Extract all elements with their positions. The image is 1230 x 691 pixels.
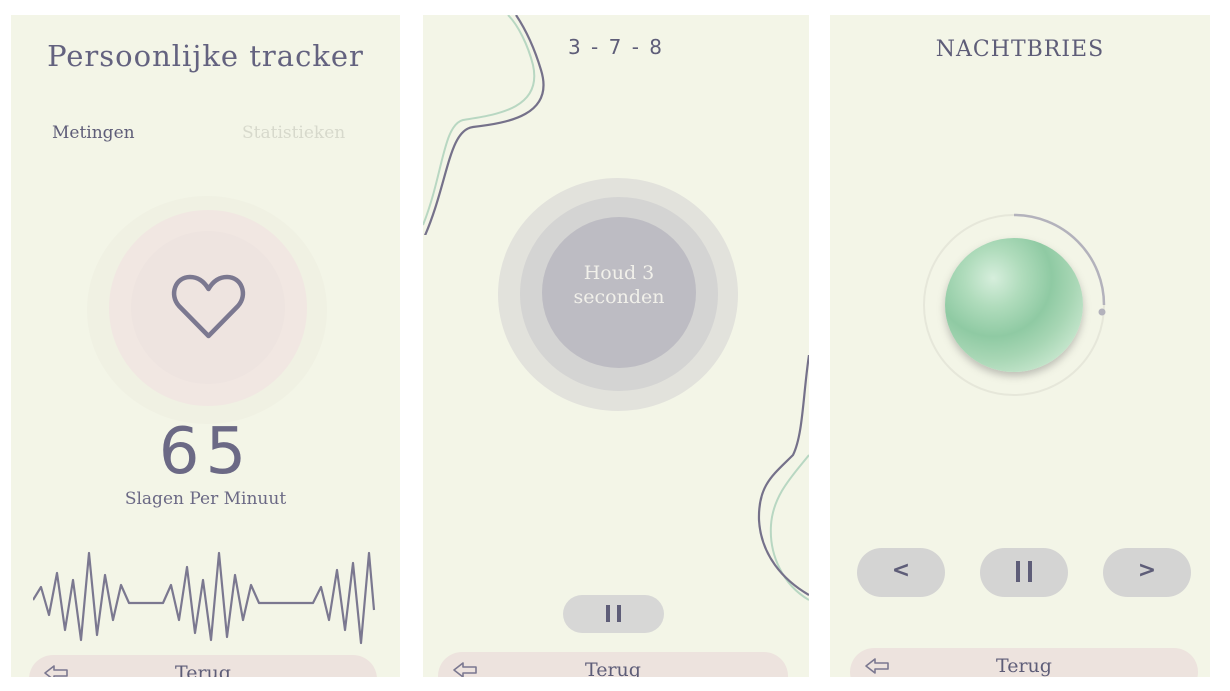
page-title: Persoonlijke tracker [47,39,364,73]
decorative-wave-bottom [757,355,809,601]
progress-ring[interactable] [919,210,1109,400]
pulse-waveform [33,551,376,645]
tab-metingen[interactable]: Metingen [52,123,135,143]
pause-button[interactable] [563,595,664,633]
breathing-pattern: 3 - 7 - 8 [567,35,665,59]
bpm-label: Slagen Per Minuut [124,489,287,509]
back-label: Terug [175,662,231,677]
pause-icon [606,605,621,622]
back-arrow-icon [453,662,477,677]
breath-instruction: Houd 3 seconden [573,262,665,308]
decorative-wave-top [423,15,545,235]
back-label: Terug [996,655,1052,677]
bpm-value: 65 [158,415,253,489]
back-arrow-icon [865,658,889,674]
back-label: Terug [585,659,641,677]
back-arrow-icon [44,665,68,677]
next-button[interactable]: > [1103,548,1191,597]
breath-circle-inner [542,217,696,368]
tab-statistieken[interactable]: Statistieken [242,123,346,143]
breathing-screen: 3 - 7 - 8 Houd 3 seconden Terug [423,15,809,677]
pause-button[interactable] [980,548,1068,597]
track-cover-image [945,238,1083,372]
heart-icon [171,274,246,339]
pause-icon [1016,561,1032,582]
back-button[interactable]: Terug [29,655,377,677]
player-screen: NACHTBRIES < > Terug [830,15,1210,677]
back-button[interactable]: Terug [850,648,1198,677]
previous-button[interactable]: < [857,548,945,597]
track-title: NACHTBRIES [935,37,1105,62]
back-button[interactable]: Terug [438,652,788,677]
tracker-screen: Persoonlijke tracker Metingen Statistiek… [11,15,400,677]
heart-halo-inner [131,231,285,384]
